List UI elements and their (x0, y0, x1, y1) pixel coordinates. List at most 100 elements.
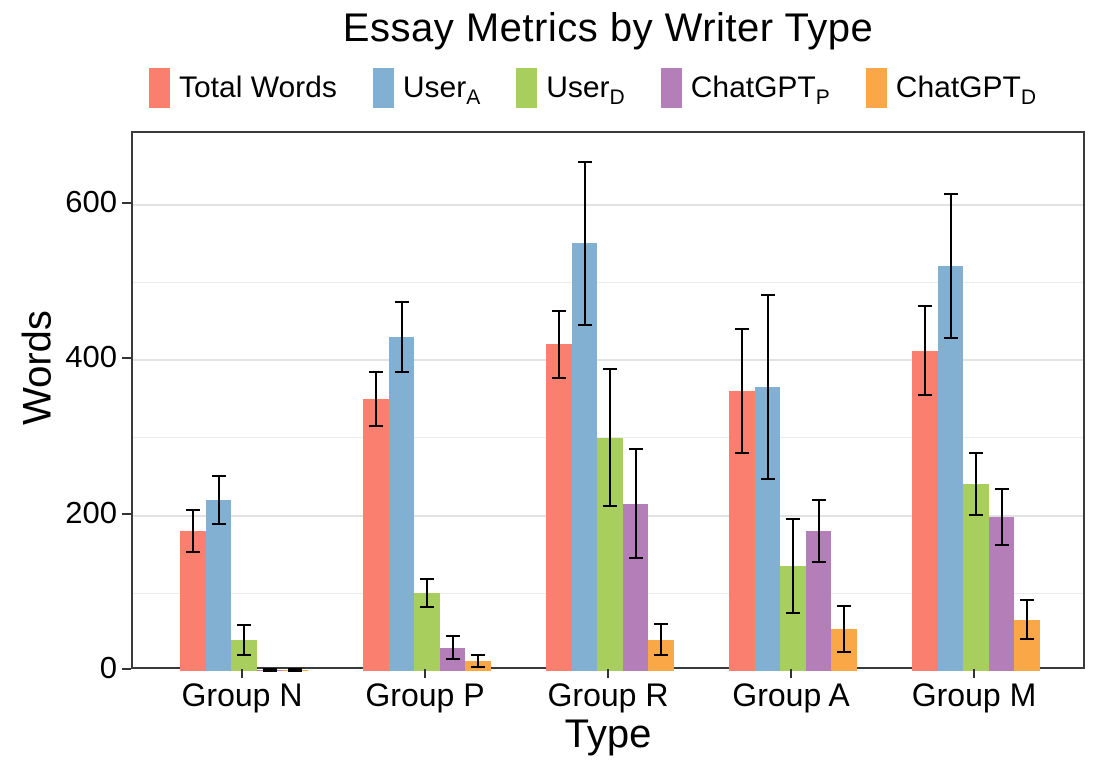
error-bar-cap (445, 635, 460, 637)
error-bar (1026, 600, 1028, 640)
x-tick-3 (790, 669, 792, 678)
error-bar-cap (811, 561, 826, 564)
error-bar-cap (394, 300, 409, 303)
legend-item-userd: UserD (516, 68, 625, 108)
bar-total-words-0 (180, 531, 206, 671)
error-bar-cap (1020, 599, 1034, 602)
error-bar-cap (735, 327, 749, 330)
error-bar (766, 295, 769, 479)
legend-label-subscript: D (609, 86, 625, 109)
y-tick-600 (122, 201, 131, 204)
error-bar (451, 636, 454, 660)
error-bar-cap (994, 544, 1009, 547)
error-bar-cap (1020, 638, 1034, 641)
legend-label: UserD (546, 71, 625, 109)
error-bar-cap (837, 651, 851, 654)
x-tick-label-1: Group P (365, 677, 485, 713)
error-bar (426, 579, 428, 608)
error-bar-cap (654, 654, 668, 657)
error-bar (817, 499, 820, 563)
error-bar-cap (628, 557, 643, 560)
legend-label: UserA (402, 71, 481, 109)
error-bar (243, 625, 245, 655)
gridline-600 (133, 203, 1083, 206)
gridline-400 (133, 359, 1083, 362)
error-bar-cap (786, 518, 800, 521)
x-axis-title: Type (564, 712, 652, 756)
error-bar-cap (786, 611, 800, 614)
plot-panel (131, 131, 1085, 672)
y-tick-label-0: 0 (99, 650, 117, 685)
error-bar-cap (969, 513, 983, 516)
error-bar (792, 519, 794, 613)
error-bar-cap (760, 477, 775, 480)
error-bar-cap (288, 670, 302, 672)
error-bar-cap (369, 370, 383, 373)
x-tick-label-2: Group R (547, 677, 669, 713)
error-bar (949, 193, 952, 339)
error-bar-cap (237, 653, 251, 656)
error-bar-cap (918, 305, 932, 308)
error-bar (294, 668, 296, 671)
error-bar (477, 654, 479, 668)
error-bar (634, 449, 637, 559)
legend-item-chatgptp: ChatGPTP (660, 68, 830, 109)
error-bar-cap (969, 451, 983, 454)
error-bar-cap (603, 368, 617, 371)
legend-label: ChatGPTP (690, 71, 830, 109)
error-bar-cap (552, 310, 566, 313)
error-bar (609, 369, 611, 507)
legend-item-chatgptd: ChatGPTD (865, 68, 1036, 109)
legend-label-subscript: A (466, 86, 481, 109)
error-bar-cap (369, 425, 383, 428)
error-bar (975, 452, 977, 515)
x-tick-label-0: Group N (181, 677, 303, 713)
bar-total-words-1 (363, 398, 389, 671)
error-bar (583, 161, 586, 326)
y-tick-label-400: 400 (65, 339, 117, 375)
x-tick-4 (973, 669, 975, 678)
chart-legend: Total Words UserA UserD ChatGPTP ChatGPTD (100, 62, 1085, 114)
bar-usera-1 (388, 336, 415, 671)
error-bar-cap (837, 604, 851, 607)
error-bar (400, 301, 403, 372)
error-bar-cap (394, 370, 409, 373)
error-bar-cap (211, 474, 226, 477)
error-bar-cap (262, 670, 277, 672)
legend-label-subscript: D (1020, 86, 1036, 109)
error-bar (217, 475, 220, 525)
error-bar-cap (211, 523, 226, 526)
gridline-500 (133, 281, 1083, 283)
legend-label-subscript: P (815, 86, 830, 109)
y-tick-200 (122, 512, 131, 515)
error-bar-cap (471, 666, 485, 669)
error-bar-cap (237, 624, 251, 627)
error-bar-cap (186, 509, 200, 512)
error-bar-cap (943, 192, 958, 195)
error-bar (924, 306, 926, 395)
error-bar-cap (760, 294, 775, 297)
error-bar-cap (654, 623, 668, 626)
error-bar (843, 605, 845, 653)
error-bar-cap (603, 505, 617, 508)
error-bar-cap (577, 160, 592, 163)
error-bar (558, 311, 560, 378)
bar-total-words-2 (546, 344, 572, 671)
error-bar-cap (552, 376, 566, 379)
legend-label: ChatGPTD (895, 71, 1036, 109)
error-bar (741, 328, 743, 454)
bar-usera-0 (205, 499, 232, 671)
legend-swatch-icon (149, 68, 170, 108)
error-bar-cap (811, 498, 826, 501)
legend-swatch-icon (660, 68, 682, 108)
y-tick-0 (122, 668, 131, 670)
x-tick-label-4: Group M (911, 677, 1037, 713)
y-tick-label-200: 200 (65, 494, 117, 530)
bar-total-words-4 (912, 350, 938, 671)
error-bar (1000, 489, 1003, 546)
legend-swatch-icon (865, 68, 887, 108)
error-bar-cap (994, 488, 1009, 491)
legend-item-total-words: Total Words (149, 68, 337, 108)
error-bar (192, 510, 194, 553)
